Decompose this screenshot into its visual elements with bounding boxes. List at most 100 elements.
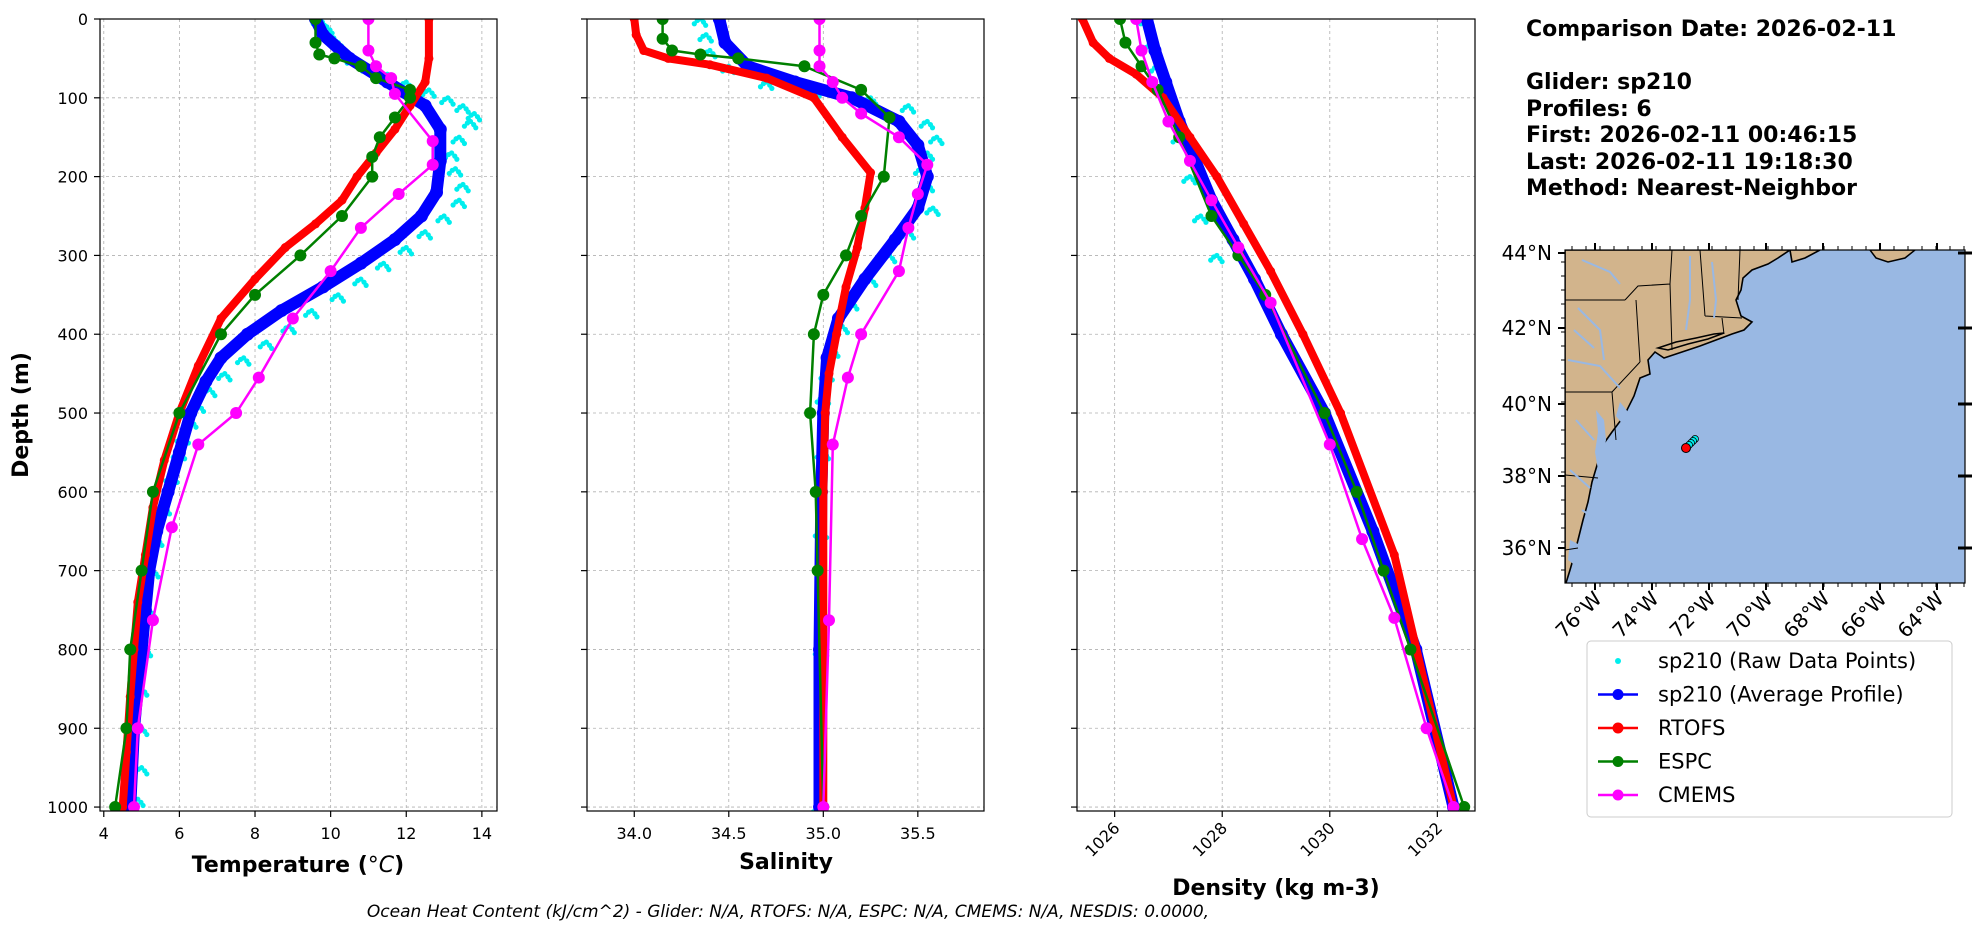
raw-point	[155, 574, 161, 580]
raw-point	[257, 344, 263, 350]
sp210-average-point	[135, 642, 149, 656]
espc-point	[656, 19, 669, 25]
sp210-average-point	[414, 209, 428, 223]
raw-point	[450, 202, 456, 208]
raw-point	[461, 123, 468, 129]
cmems-point	[826, 438, 839, 451]
espc-line	[113, 19, 412, 809]
temperature-axis-title: Temperature (°C)	[192, 853, 404, 878]
espc-point	[370, 72, 383, 85]
espc-series	[656, 19, 896, 811]
legend-item-espc: ESPC	[1598, 750, 1712, 774]
raw-point	[446, 170, 452, 177]
sp210-average-point	[418, 99, 432, 113]
salinity-series	[629, 19, 945, 811]
temperature-y-ticks: 0 100 200 300 400 500 600 700 800 900 1000	[47, 10, 100, 817]
espc-point	[373, 131, 386, 144]
x-tick-label: 35.0	[805, 824, 841, 843]
state-borders	[1565, 250, 1743, 551]
salinity-axis-title: Salinity	[739, 850, 833, 875]
rtofs-point	[832, 329, 842, 339]
lon-tick-label: 76°W	[1551, 586, 1607, 642]
y-tick-label: 600	[57, 483, 88, 502]
espc-point	[135, 564, 148, 577]
espc-point	[404, 91, 417, 104]
espc-point	[811, 564, 824, 577]
cmems-point	[1205, 194, 1218, 207]
cmems-point	[426, 158, 439, 171]
sp210-average-point	[430, 185, 444, 199]
rtofs-point	[420, 77, 430, 87]
cmems-point	[1162, 115, 1175, 128]
raw-point	[454, 156, 460, 162]
raw-point	[461, 203, 468, 210]
cmems-series	[813, 19, 934, 811]
cmems-point	[1232, 241, 1245, 254]
y-tick-label: 500	[57, 404, 88, 423]
espc-point	[124, 643, 137, 656]
raw-point	[446, 219, 452, 225]
raw-point	[144, 771, 150, 777]
espc-point	[666, 44, 679, 57]
raw-point	[234, 359, 241, 366]
cmems-point	[388, 87, 401, 100]
raw-point	[892, 259, 898, 265]
salinity-frame	[586, 18, 985, 812]
espc-point	[883, 111, 896, 124]
espc-point	[1350, 485, 1363, 498]
temperature-x-ticks: 4 6 8 10 12 14	[99, 811, 492, 843]
raw-point	[703, 22, 709, 28]
density-frame	[1076, 18, 1476, 812]
cmems-point	[813, 44, 826, 57]
legend-marker	[1615, 658, 1621, 664]
lon-tick-label: 68°W	[1779, 586, 1835, 642]
cmems-point	[826, 76, 839, 89]
sp210-average-point	[1148, 44, 1162, 58]
sp210-average-point	[888, 233, 902, 247]
espc-point	[839, 249, 852, 262]
cmems-point	[911, 187, 924, 200]
cmems-series	[1130, 19, 1460, 811]
espc-point	[732, 52, 745, 65]
x-tick-label: 12	[396, 824, 416, 843]
espc-point	[877, 170, 890, 183]
location-map: 44°N 42°N 40°N 38°N 36°N 76°W 74°W 72°W 70°W 68°W…	[1502, 241, 1972, 643]
raw-point	[757, 84, 764, 90]
cmems-point	[362, 44, 375, 57]
rtofs-point	[1212, 172, 1222, 182]
cmems-point	[286, 312, 299, 325]
raw-point	[912, 170, 919, 177]
temperature-series	[109, 19, 483, 811]
sp210-average-point	[433, 122, 447, 136]
x-tick-label: 35.5	[900, 824, 936, 843]
rtofs-point	[837, 132, 847, 142]
sp210-average-point	[1140, 19, 1154, 26]
x-tick-label: 4	[99, 824, 109, 843]
cmems-point	[1135, 44, 1148, 57]
first-profile-time: First: 2026-02-11 00:46:15	[1526, 123, 1857, 148]
raw-point	[159, 542, 165, 549]
raw-point	[329, 296, 335, 303]
density-panel: 1026 1028 1030 1032 Density (kg m-3)	[1071, 18, 1476, 901]
lat-tick-label: 38°N	[1502, 464, 1552, 488]
sp210-average-point	[138, 603, 152, 617]
raw-point	[1181, 178, 1187, 184]
raw-point	[924, 210, 930, 216]
rtofs-point	[337, 195, 347, 205]
espc-point	[807, 328, 820, 341]
espc-point	[1205, 210, 1218, 223]
espc-point	[804, 407, 817, 420]
salinity-panel: 34.0 34.5 35.0 35.5 Salinity	[581, 18, 985, 875]
raw-point	[928, 139, 934, 145]
salinity-x-ticks: 34.0 34.5 35.0 35.5	[616, 811, 936, 843]
raw-point	[769, 85, 775, 91]
rtofs-point	[639, 46, 649, 56]
cmems-point	[354, 221, 367, 234]
rtofs-point	[820, 408, 830, 418]
raw-point	[1208, 257, 1214, 263]
raw-point	[352, 281, 358, 287]
raw-point	[935, 211, 941, 218]
cmems-point	[370, 60, 383, 73]
espc-point	[1318, 407, 1331, 420]
cmems-point	[817, 801, 830, 811]
